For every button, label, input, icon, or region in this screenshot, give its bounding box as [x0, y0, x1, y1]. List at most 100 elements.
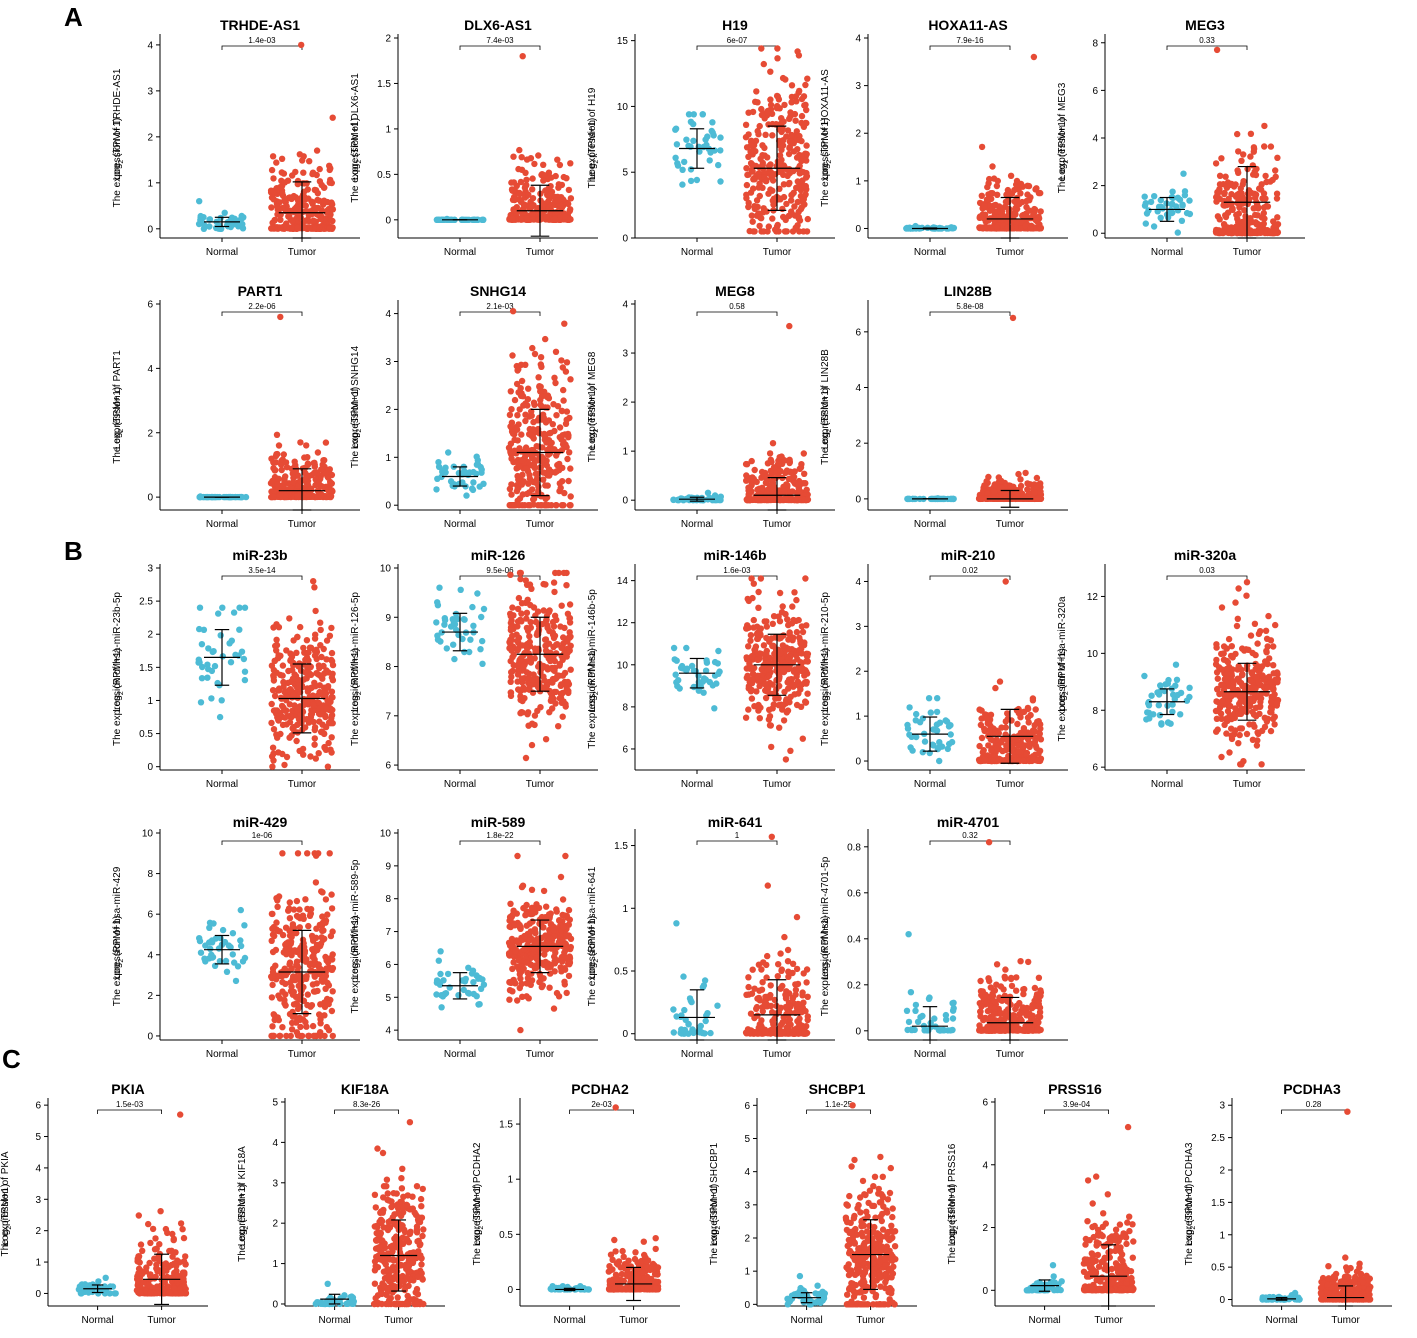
tumor-point	[524, 625, 530, 631]
x-tick-label-tumor: Tumor	[1233, 247, 1262, 258]
y-tick-label: 0	[147, 224, 153, 235]
significance-bracket	[222, 312, 302, 316]
normal-point	[1182, 192, 1188, 198]
normal-point	[948, 496, 954, 502]
normal-point	[461, 617, 467, 623]
y-tick-label: 7	[385, 711, 391, 722]
normal-point	[717, 134, 723, 140]
x-tick-label-normal: Normal	[681, 247, 713, 258]
tumor-point	[745, 131, 751, 137]
tumor-point	[981, 757, 987, 763]
tumor-point	[282, 179, 288, 185]
normal-point	[934, 709, 940, 715]
tumor-point	[294, 225, 300, 231]
tumor-point	[768, 635, 774, 641]
tumor-point	[764, 623, 770, 629]
tumor-point	[515, 662, 521, 668]
normal-point	[1141, 673, 1147, 679]
tumor-point	[515, 606, 521, 612]
normal-point	[1175, 207, 1181, 213]
y-tick-label: 12	[617, 618, 629, 629]
y-tick-label: 3	[385, 357, 391, 368]
tumor-point	[511, 652, 517, 658]
normal-point	[945, 746, 951, 752]
y-tick-label: 2	[147, 428, 153, 439]
tumor-point	[1035, 495, 1041, 501]
y-tick-label: 2	[1092, 181, 1098, 192]
tumor-point	[1234, 131, 1240, 137]
y-tick-label: 1	[855, 712, 861, 723]
tumor-point	[271, 677, 277, 683]
tumor-point	[514, 638, 520, 644]
tumor-point	[523, 465, 529, 471]
tumor-point	[268, 720, 274, 726]
normal-point	[470, 623, 476, 629]
p-value-label: 6e-07	[727, 36, 748, 45]
y-tick-label: 3	[147, 564, 153, 575]
y-axis-unit-label: Log2 (TPM+1)	[350, 118, 363, 181]
normal-point	[949, 225, 955, 231]
tumor-point	[1008, 173, 1014, 179]
tumor-point	[530, 677, 536, 683]
normal-point	[1151, 193, 1157, 199]
y-tick-label: 3	[855, 622, 861, 633]
tumor-point	[748, 632, 754, 638]
normal-point	[700, 690, 706, 696]
tumor-point	[747, 638, 753, 644]
tumor-point	[769, 132, 775, 138]
tumor-point	[1261, 143, 1267, 149]
tumor-point	[1239, 200, 1245, 206]
tumor-point	[529, 742, 535, 748]
y-tick-label: 8	[1092, 38, 1098, 49]
normal-point	[1162, 681, 1168, 687]
y-tick-label: 0	[622, 234, 628, 245]
normal-point	[903, 225, 909, 231]
tumor-point	[281, 479, 287, 485]
tumor-point	[768, 744, 774, 750]
y-tick-label: 4	[622, 300, 628, 311]
normal-point	[480, 481, 486, 487]
tumor-point	[749, 695, 755, 701]
tumor-point	[518, 431, 524, 437]
y-tick-label: 0	[622, 496, 628, 507]
normal-point	[1184, 210, 1190, 216]
tumor-point	[994, 224, 1000, 230]
tumor-point	[1017, 476, 1023, 482]
tumor-point	[300, 170, 306, 176]
tumor-point	[279, 156, 285, 162]
normal-point	[1179, 202, 1185, 208]
tumor-point	[1243, 593, 1249, 599]
tumor-point	[1261, 123, 1267, 129]
tumor-point	[751, 228, 757, 234]
tumor-point	[535, 374, 541, 380]
normal-point	[709, 119, 715, 125]
tumor-point	[750, 219, 756, 225]
tumor-point	[992, 685, 998, 691]
tumor-point	[520, 402, 526, 408]
tumor-point	[1270, 643, 1276, 649]
tumor-point	[530, 501, 536, 507]
normal-point	[947, 722, 953, 728]
chart-title: PART1	[238, 283, 283, 299]
tumor-point	[284, 754, 290, 760]
y-tick-label: 4	[1092, 134, 1098, 145]
tumor-point	[269, 167, 275, 173]
tumor-point	[763, 178, 769, 184]
tumor-point	[1219, 229, 1225, 235]
tumor-point	[275, 652, 281, 658]
y-tick-label: 2.5	[139, 597, 153, 608]
normal-point	[1179, 218, 1185, 224]
tumor-point	[294, 706, 300, 712]
tumor-point	[289, 218, 295, 224]
normal-point	[436, 585, 442, 591]
tumor-point	[745, 204, 751, 210]
tumor-point	[979, 735, 985, 741]
y-tick-label: 12	[1087, 592, 1099, 603]
normal-point	[700, 497, 706, 503]
tumor-point	[1213, 160, 1219, 166]
tumor-point	[747, 149, 753, 155]
x-tick-label-normal: Normal	[914, 519, 946, 530]
normal-point	[913, 711, 919, 717]
tumor-point	[750, 176, 756, 182]
normal-point	[433, 486, 439, 492]
